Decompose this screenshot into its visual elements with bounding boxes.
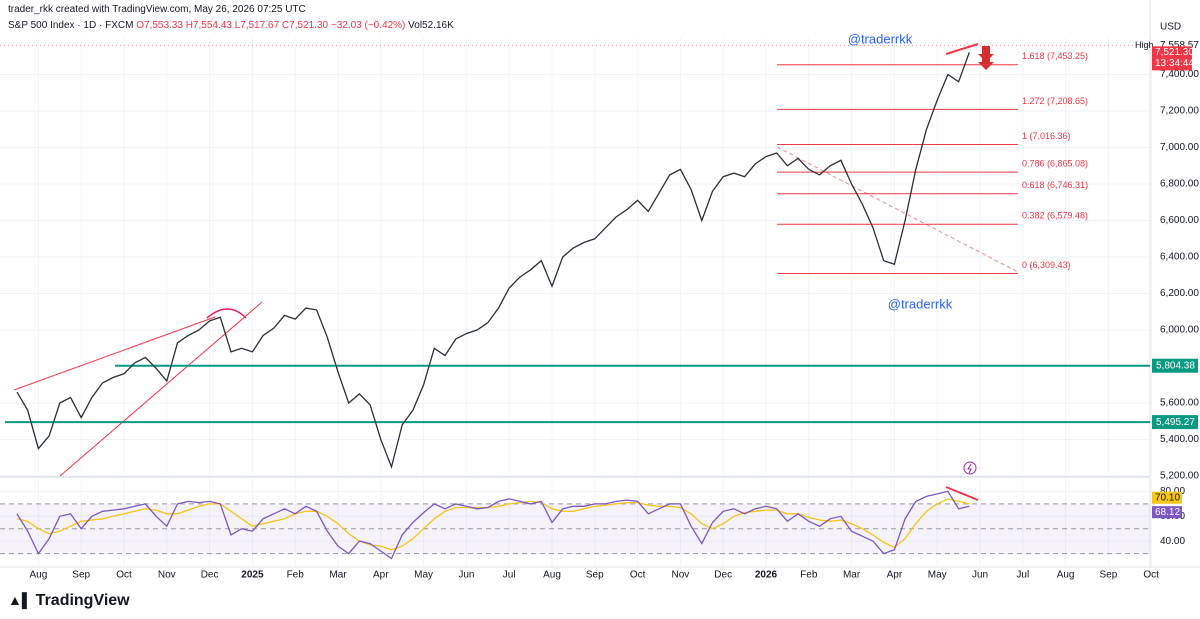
fib-label: 0.618 (6,746.31) (1022, 180, 1088, 190)
trend-line (13, 316, 216, 391)
x-tick-label: May (928, 570, 947, 581)
open: O7,553.33 (136, 20, 183, 31)
high: H7,554.43 (185, 20, 232, 31)
down-arrow (978, 46, 994, 70)
volume: Vol52.16K (408, 20, 454, 31)
change: −32.03 (−0.42%) (330, 20, 406, 31)
x-tick-label: Oct (1143, 570, 1159, 581)
y-tick-label: 80.00 (1160, 486, 1185, 497)
high-tag: High (1135, 40, 1154, 50)
last-badge (1152, 491, 1182, 504)
close: C7,521.30 (281, 20, 329, 31)
y-tick-label: 40.00 (1160, 536, 1185, 547)
y-tick-label: 6,800.00 (1160, 179, 1199, 190)
x-tick-label: Jun (972, 570, 988, 581)
x-tick-label: Mar (843, 570, 861, 581)
y-tick-label: 5,200.00 (1160, 471, 1199, 482)
x-tick-label: Sep (1100, 570, 1118, 581)
x-tick-label: Aug (543, 570, 561, 581)
logo-text: TradingView (35, 592, 130, 609)
fib-label: 1.272 (7,208.65) (1022, 96, 1088, 106)
x-tick-label: Dec (714, 570, 732, 581)
last-label: 70.10 (1155, 492, 1180, 503)
x-tick-label: Feb (800, 570, 818, 581)
x-tick-label: Jun (458, 570, 474, 581)
low: L7,517.67 (234, 20, 280, 31)
arc (206, 308, 247, 319)
price-label: 7,521.30 (1155, 47, 1194, 58)
x-tick-label: Jul (1016, 570, 1029, 581)
fib-label: 1.618 (7,453.25) (1022, 51, 1088, 61)
x-tick-label: Nov (672, 570, 690, 581)
fib-label: 0 (6,309.43) (1022, 260, 1071, 270)
y-tick-label: 7,200.00 (1160, 106, 1199, 117)
high-label: 7,558.57 (1160, 40, 1199, 51)
x-tick-label: Apr (373, 570, 389, 581)
y-tick-label: 6,400.00 (1160, 252, 1199, 263)
y-tick-label: 6,600.00 (1160, 215, 1199, 226)
fib-label: 0.382 (6,579.48) (1022, 211, 1088, 221)
credit: trader_rkk created with TradingView.com,… (8, 4, 306, 15)
x-tick-label: Feb (287, 570, 305, 581)
y-tick-label: 7,000.00 (1160, 142, 1199, 153)
level-label: 5,804.38 (1156, 360, 1195, 371)
y-tick-label: 6,200.00 (1160, 288, 1199, 299)
series-line (16, 498, 970, 551)
series-line (16, 52, 970, 470)
x-tick-label: Oct (630, 570, 646, 581)
y-tick-label: 5,400.00 (1160, 434, 1199, 445)
legend-line: S&P 500 Index · 1D · FXCM O7,553.33 H7,5… (8, 20, 454, 31)
trend-line (59, 301, 263, 477)
alert-icon (967, 463, 972, 474)
price-badge (1152, 46, 1192, 71)
level-badge (1152, 415, 1198, 430)
x-tick-label: Apr (887, 570, 903, 581)
symbol: S&P 500 Index · 1D · FXCM (8, 20, 134, 31)
x-tick-label: Aug (30, 570, 48, 581)
last-label: 68.12 (1155, 507, 1180, 518)
x-tick-label: Sep (72, 570, 90, 581)
x-tick-label: Sep (586, 570, 604, 581)
countdown: 13:34:44 (1155, 58, 1194, 69)
series-line (16, 490, 970, 560)
y-tick-label: 7,400.00 (1160, 69, 1199, 80)
x-tick-label: Aug (1057, 570, 1075, 581)
x-tick-label: Nov (158, 570, 176, 581)
level-label: 5,495.27 (1156, 417, 1195, 428)
trend-line (945, 486, 979, 501)
fib-label: 0.786 (6,865.08) (1022, 158, 1088, 168)
fib-label: 1 (7,016.36) (1022, 131, 1071, 141)
x-tick-label: May (414, 570, 433, 581)
y-tick-label: 6,000.00 (1160, 325, 1199, 336)
trend-line (945, 43, 979, 55)
x-tick-label: Jul (503, 570, 516, 581)
alert-icon (963, 461, 977, 475)
x-tick-label: Oct (116, 570, 132, 581)
watermark: @traderrkk (848, 31, 913, 46)
x-tick-label: 2026 (755, 570, 778, 581)
last-badge (1152, 506, 1182, 519)
currency: USD (1160, 22, 1181, 33)
watermark: @traderrkk (888, 296, 953, 311)
level-badge (1152, 358, 1198, 373)
y-tick-label: 5,600.00 (1160, 398, 1199, 409)
x-tick-label: Mar (329, 570, 347, 581)
x-tick-label: Dec (201, 570, 219, 581)
fib-trend (776, 146, 1019, 273)
logo: ▲▌ TradingView (8, 592, 130, 609)
x-tick-label: 2025 (241, 570, 264, 581)
